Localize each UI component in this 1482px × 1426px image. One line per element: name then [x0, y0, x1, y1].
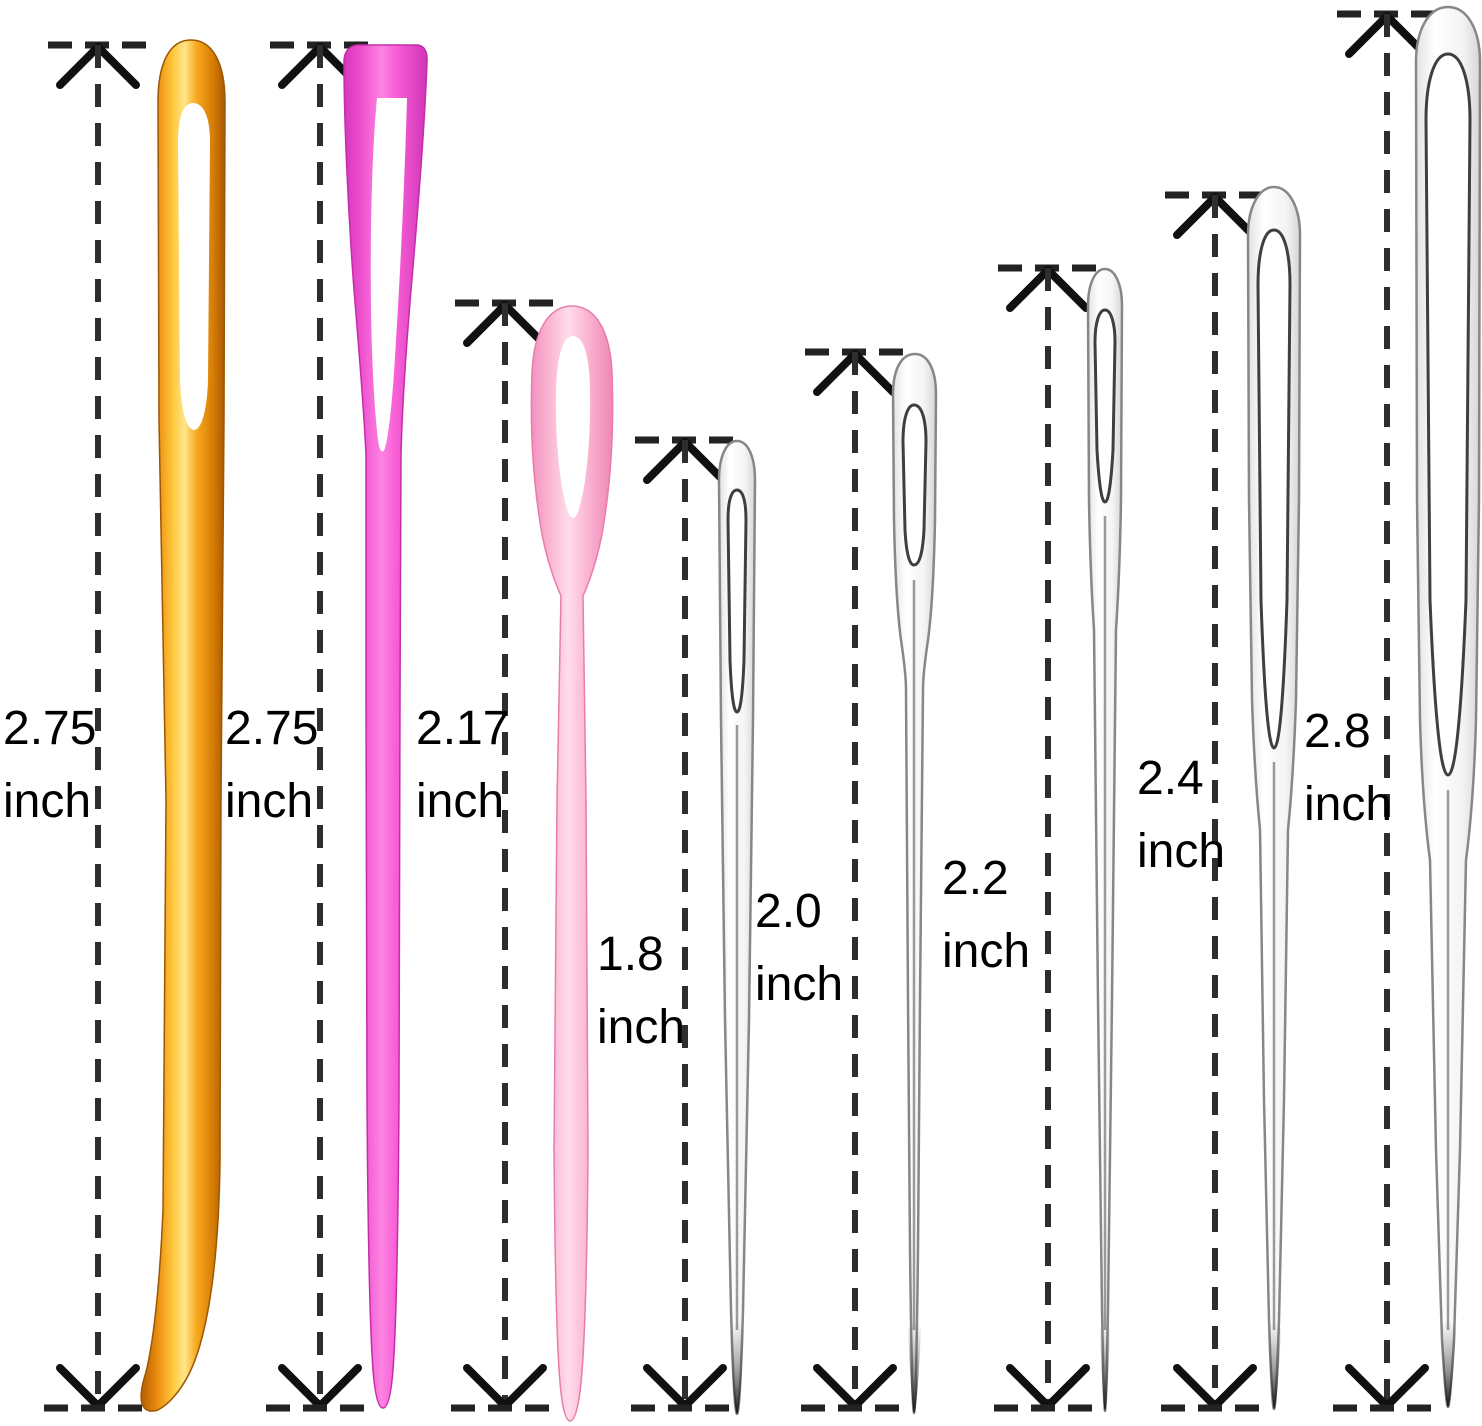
size-value: 2.2	[942, 852, 1009, 905]
measure-line-steel-18	[631, 436, 739, 1412]
size-label-steel-20: 2.0 inch	[755, 875, 843, 1021]
size-unit: inch	[3, 775, 92, 828]
size-value: 2.75	[225, 702, 319, 755]
size-unit: inch	[755, 958, 844, 1011]
size-unit: inch	[225, 775, 314, 828]
size-unit: inch	[1137, 825, 1226, 878]
measure-line-steel-24	[1161, 191, 1269, 1412]
size-label-gold: 2.75 inch	[3, 692, 96, 838]
measure-line-steel-20	[801, 348, 909, 1412]
needle-steel-22	[1086, 267, 1124, 1413]
size-label-steel-18: 1.8 inch	[597, 918, 685, 1064]
needle-gold-bent-tip	[140, 39, 226, 1412]
size-value: 2.75	[3, 702, 97, 755]
size-value: 2.17	[416, 702, 510, 755]
needle-steel-28	[1414, 5, 1482, 1409]
size-label-steel-22: 2.2 inch	[942, 842, 1030, 988]
size-value: 2.4	[1137, 752, 1204, 805]
needle-steel-18	[717, 439, 757, 1416]
needle-steel-20	[891, 352, 938, 1415]
size-label-steel-28: 2.8 inch	[1304, 695, 1392, 841]
size-label-lightpink: 2.17 inch	[416, 692, 509, 838]
size-unit: inch	[942, 925, 1031, 978]
measure-line-lightpink-217	[451, 299, 559, 1412]
needle-lightpink-yarn	[530, 305, 614, 1422]
size-value: 1.8	[597, 928, 664, 981]
size-value: 2.0	[755, 885, 822, 938]
measure-line-pink-275	[266, 41, 374, 1412]
measure-line-gold-275	[44, 41, 152, 1412]
size-unit: inch	[416, 775, 505, 828]
size-unit: inch	[597, 1001, 686, 1054]
measure-line-steel-22	[994, 264, 1102, 1412]
size-value: 2.8	[1304, 705, 1371, 758]
size-label-pink: 2.75 inch	[225, 692, 318, 838]
needle-pink-yarn	[343, 44, 428, 1409]
needle-steel-24	[1246, 185, 1302, 1411]
size-label-steel-24: 2.4 inch	[1137, 742, 1225, 888]
size-unit: inch	[1304, 778, 1393, 831]
